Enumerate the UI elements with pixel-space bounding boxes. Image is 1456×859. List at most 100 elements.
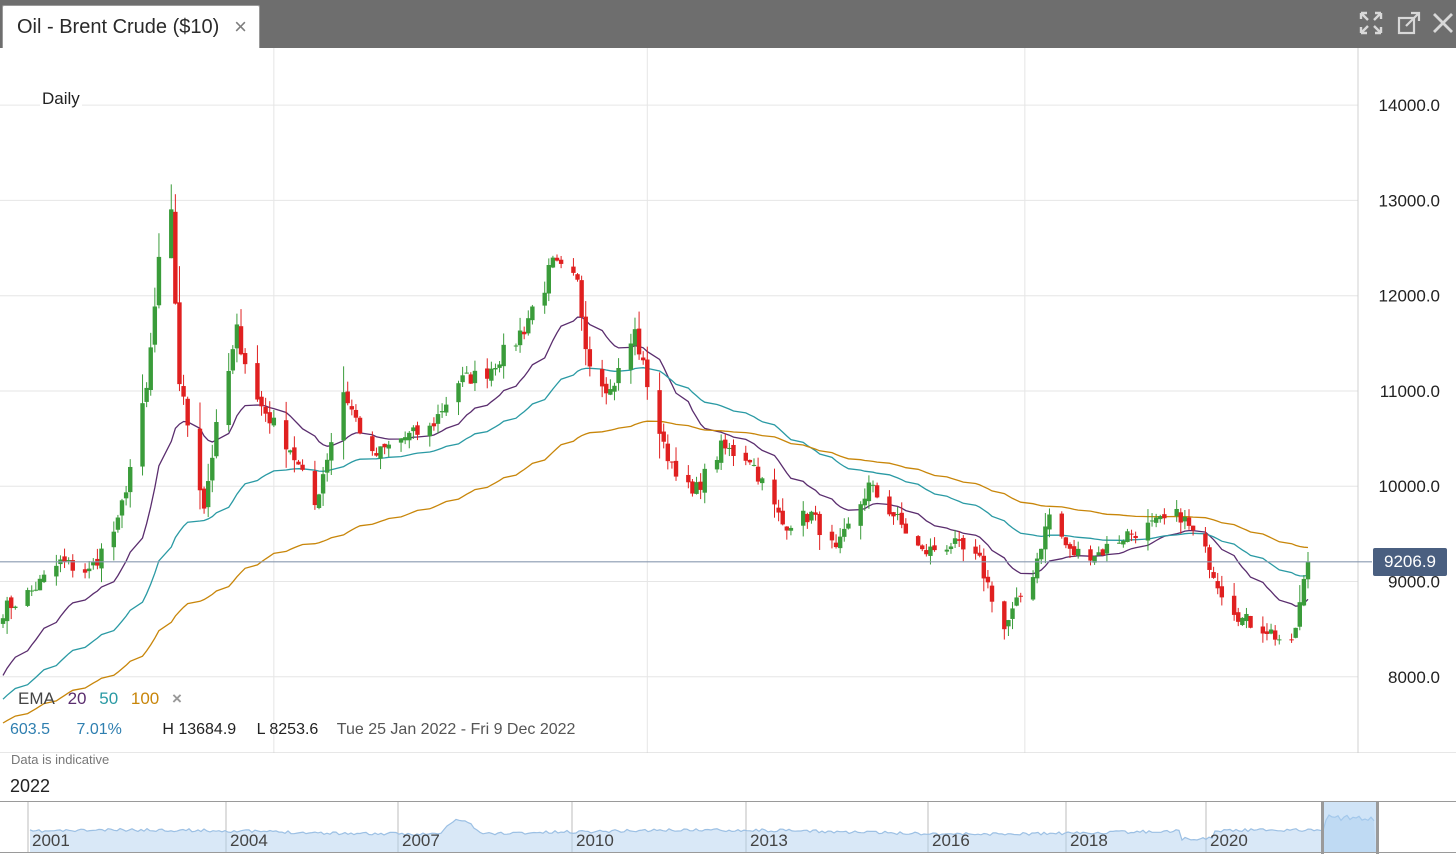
candle-body — [657, 390, 662, 434]
candle-body — [267, 412, 272, 424]
candle-body — [1096, 552, 1101, 556]
candle-body — [1034, 558, 1040, 579]
candle-body — [1305, 561, 1311, 580]
candle-body — [1039, 548, 1044, 560]
candle-body — [558, 259, 564, 264]
candle-body — [1010, 608, 1015, 619]
candle-body — [780, 510, 785, 525]
candle-body — [575, 274, 580, 280]
candle-body — [411, 427, 416, 432]
low-value: L 8253.6 — [256, 721, 319, 738]
candle-body — [86, 568, 92, 572]
candle-body — [1071, 546, 1077, 556]
candle-body — [501, 344, 506, 367]
candle-body — [427, 425, 432, 437]
candle-body — [694, 482, 699, 494]
ema-remove-icon[interactable]: × — [172, 689, 182, 708]
candle-body — [144, 387, 149, 402]
candle-body — [1006, 620, 1011, 627]
candle-body — [530, 306, 535, 321]
ema-label: EMA — [18, 689, 55, 708]
candle-body — [82, 569, 88, 573]
candle-body — [1203, 533, 1208, 547]
candle-body — [181, 386, 186, 397]
popout-icon[interactable] — [1396, 10, 1422, 36]
candle-body — [1182, 516, 1188, 522]
candle-body — [320, 474, 326, 494]
expand-icon[interactable] — [1358, 10, 1384, 36]
indicative-note: Data is indicative — [11, 752, 110, 767]
candle-body — [915, 536, 921, 546]
y-tick-label: 12000.0 — [1379, 287, 1440, 306]
price-chart[interactable]: 14000.0 13000.0 12000.0 11000.0 10000.0 9000.… — [0, 48, 1456, 753]
candle-body — [468, 374, 474, 384]
candle-body — [1174, 508, 1179, 517]
candle-body — [546, 265, 552, 294]
navigator-year-2016: 2016 — [932, 831, 970, 850]
candle-body — [612, 385, 617, 392]
candle-body — [517, 330, 523, 346]
candle-body — [324, 459, 330, 473]
ema-50-label[interactable]: 50 — [99, 689, 119, 708]
ema-legend: EMA 20 50 100 × — [18, 689, 190, 709]
candle-body — [690, 481, 695, 494]
chart-tab[interactable]: Oil - Brent Crude ($10) × — [2, 5, 260, 48]
date-range: Tue 25 Jan 2022 - Fri 9 Dec 2022 — [336, 721, 576, 738]
navigator-window[interactable] — [1323, 802, 1377, 852]
candle-body — [349, 406, 355, 410]
ema-100-label[interactable]: 100 — [130, 689, 160, 708]
candle-body — [1104, 543, 1110, 554]
navigator-sparkline — [27, 802, 1376, 852]
navigator-right-handle[interactable] — [1376, 802, 1379, 854]
candle-body — [1043, 526, 1048, 550]
candle-body — [205, 481, 211, 508]
candle-body — [817, 513, 822, 536]
candle-body — [456, 383, 461, 403]
candle-body — [1248, 615, 1253, 628]
candle-body — [1211, 572, 1216, 578]
candle-body — [809, 511, 814, 521]
candle-body — [805, 514, 810, 523]
candle-body — [169, 209, 174, 259]
navigator-year-2007: 2007 — [402, 831, 440, 850]
time-navigator[interactable]: 2001 2004 2007 2010 2013 2016 2018 2020 — [0, 801, 1456, 854]
candle-body — [1067, 544, 1073, 549]
candle-body — [723, 439, 728, 449]
candle-body — [837, 536, 843, 549]
candle-body — [608, 389, 613, 395]
candle-body — [1190, 525, 1196, 531]
navigator-left-handle[interactable] — [1321, 802, 1324, 854]
ema-20-label[interactable]: 20 — [67, 689, 87, 708]
candle-body — [583, 316, 588, 350]
candle-body — [718, 440, 724, 463]
candle-body — [924, 550, 929, 555]
candle-body — [1264, 631, 1270, 634]
candle-body — [813, 512, 818, 515]
candle-body — [887, 496, 892, 515]
candle-body — [115, 517, 121, 530]
candle-body — [1289, 639, 1294, 641]
candle-body — [460, 375, 465, 383]
chart-area[interactable]: 14000.0 13000.0 12000.0 11000.0 10000.0 9000.… — [0, 48, 1456, 859]
candle-body — [743, 452, 748, 461]
candle-body — [521, 331, 527, 335]
candle-body — [628, 343, 634, 370]
candle-body — [542, 292, 547, 306]
high-value: H 13684.9 — [162, 721, 237, 738]
candle-body — [1088, 549, 1093, 561]
candle-body — [1236, 612, 1241, 622]
timeframe-label[interactable]: Daily — [40, 89, 82, 109]
candle-body — [961, 537, 966, 550]
candle-body — [25, 590, 30, 606]
candle-body — [727, 447, 732, 449]
tab-close-icon[interactable]: × — [234, 14, 247, 39]
close-window-icon[interactable] — [1430, 10, 1456, 36]
navigator-year-2001: 2001 — [32, 831, 70, 850]
candle-body — [870, 484, 876, 486]
candle-body — [977, 552, 982, 556]
candle-body — [283, 420, 289, 450]
candle-body — [37, 578, 43, 591]
y-tick-label: 13000.0 — [1379, 191, 1440, 210]
candle-body — [587, 349, 593, 367]
candle-body — [1063, 537, 1069, 546]
